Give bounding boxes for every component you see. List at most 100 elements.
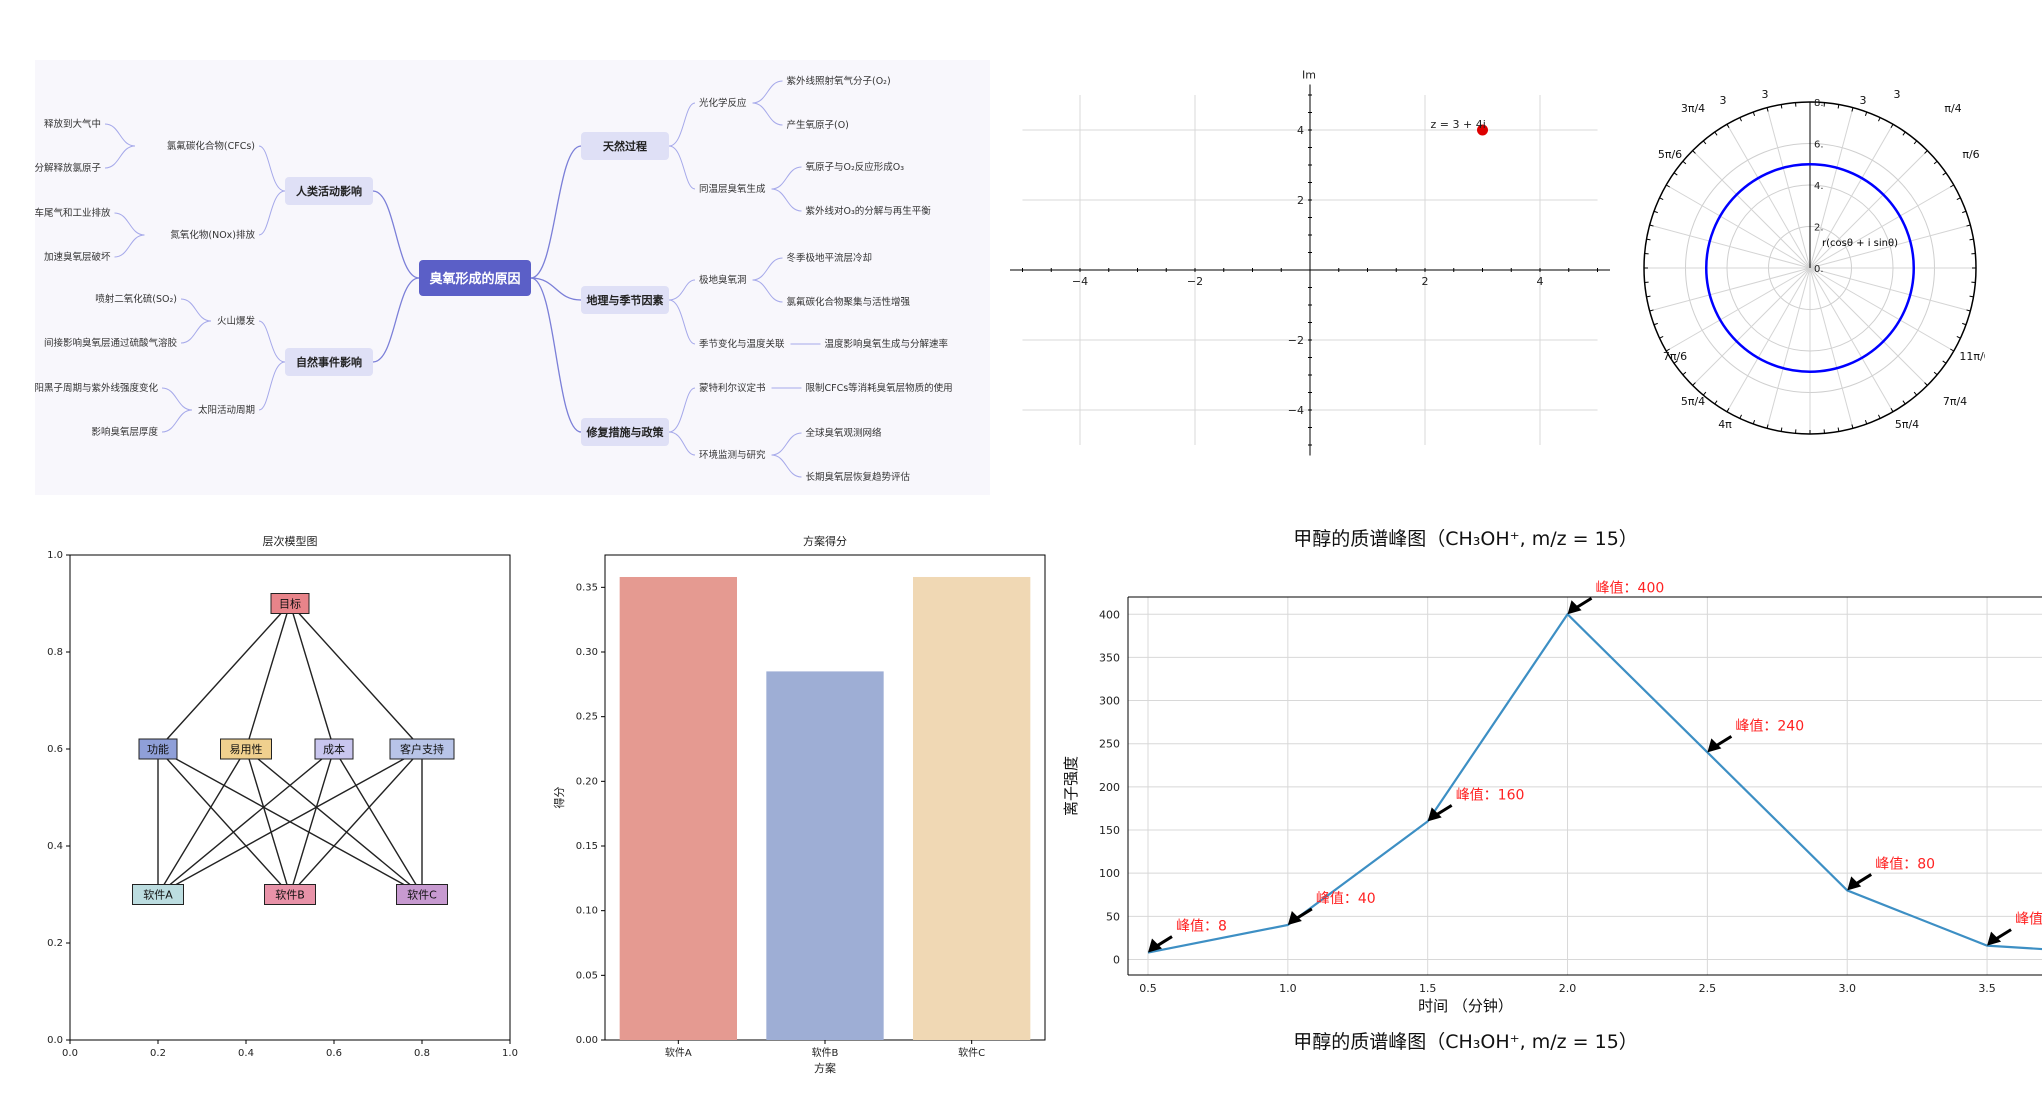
- child-connector: [258, 320, 286, 363]
- leaf-connector: [752, 80, 783, 104]
- polar-edge-tick: [1714, 400, 1718, 405]
- radial-tick-label: 4.: [1814, 181, 1824, 192]
- polar-edge-tick: [1780, 427, 1783, 432]
- leaf-connector: [180, 320, 212, 344]
- hierarchy-node-label: 软件A: [143, 888, 173, 902]
- x-tick-label: 3.5: [1978, 982, 1996, 995]
- hierarchy-node-label: 软件B: [275, 888, 305, 902]
- leaf-connector: [771, 432, 802, 456]
- hierarchy-edge: [289, 603, 335, 750]
- leaf-label: 紫外线照射氧气分子(O₂): [787, 75, 891, 87]
- hierarchy-edge: [157, 748, 423, 896]
- annotation-arrow-head: [1427, 807, 1442, 822]
- bar: [766, 671, 884, 1040]
- polar-edge-tick: [1966, 224, 1971, 227]
- hierarchy-node-box: [396, 884, 448, 905]
- branch-box: [581, 132, 669, 160]
- polar-edge-tick: [1673, 360, 1678, 364]
- child-label: 环境监测与研究: [699, 449, 766, 461]
- polar-grid-spoke: [1809, 150, 1928, 269]
- branch-node: 自然事件影响: [285, 348, 373, 376]
- y-tick-label: 400: [1099, 608, 1120, 621]
- polar-edge-tick: [1942, 172, 1947, 176]
- child-label: 蒙特利尔议定书: [699, 382, 766, 394]
- y-tick-label: 0.10: [576, 906, 598, 917]
- leaf-label: 喷射二氧化硫(SO₂): [95, 293, 177, 305]
- child-label: 氯氟碳化合物(CFCs): [167, 140, 255, 152]
- branch-label: 地理与季节因素: [587, 293, 664, 307]
- polar-edge-tick: [1665, 348, 1670, 352]
- y-tick-label: 0.25: [576, 712, 598, 723]
- leaf-label: 释放到大气中: [44, 118, 101, 130]
- peak-annotation: 峰值：8: [1176, 919, 1227, 935]
- angle-label-left: 4π: [1718, 418, 1732, 431]
- root-label: 臭氧形成的原因: [429, 271, 520, 287]
- leaf-connector: [104, 123, 136, 147]
- x-tick-label: 0.2: [150, 1048, 166, 1059]
- branch-connector: [530, 277, 582, 433]
- child-connector: [258, 190, 286, 236]
- polar-edge-tick: [1913, 391, 1918, 396]
- hierarchy-node-label: 成本: [323, 742, 345, 756]
- spectrum-panel: 甲醇的质谱峰图（CH₃OH⁺, m/z = 15） 甲醇的质谱峰图（CH₃OH⁺,…: [1060, 515, 2042, 1075]
- y-tick-label: 0.20: [576, 776, 598, 787]
- x-axis-label: 时间 （分钟）: [1418, 997, 1513, 1015]
- peak-annotation: 峰值：400: [1596, 580, 1665, 596]
- polar-edge-tick: [1659, 336, 1664, 339]
- polar-edge-tick: [1837, 104, 1840, 109]
- hierarchy-node-box: [314, 738, 354, 760]
- polar-edge-tick: [1780, 104, 1783, 109]
- polar-edge-tick: [1902, 131, 1906, 136]
- leaf-label: 紫外线对O₃的分解与再生平衡: [806, 205, 932, 217]
- x-axis-label: 方案: [814, 1061, 836, 1075]
- leaf-connector: [771, 166, 802, 190]
- leaf-connector: [180, 298, 212, 322]
- hierarchy-node-label: 目标: [279, 597, 301, 611]
- hierarchy-edge: [245, 748, 291, 895]
- root-box: [419, 260, 531, 296]
- leaf-label: 全球臭氧观测网络: [806, 427, 883, 439]
- hierarchy-node-box: [270, 593, 310, 614]
- child-connector: [258, 145, 286, 192]
- y-tick-label: 0.8: [47, 647, 63, 658]
- polar-grid-spoke: [1649, 224, 1811, 269]
- leaf-label: 限制CFCs等消耗臭氧层物质的使用: [806, 382, 953, 394]
- polar-grid-spoke: [1665, 267, 1811, 352]
- polar-edge-tick: [1714, 131, 1718, 136]
- branch-connector: [530, 145, 582, 279]
- leaf-connector: [161, 387, 193, 411]
- hierarchy-node-box: [264, 884, 316, 905]
- y-tick-label: 250: [1099, 738, 1120, 751]
- annotation-arrow-head: [1287, 910, 1302, 925]
- x-tick-label: 2.5: [1699, 982, 1717, 995]
- peak-annotation: 峰值：240: [1735, 718, 1804, 734]
- annotation-arrow-head: [1567, 600, 1582, 615]
- x-tick-label: 1.5: [1419, 982, 1437, 995]
- hierarchy-edge: [157, 748, 247, 895]
- hierarchy-node-box: [220, 738, 272, 760]
- polar-edge-tick: [1692, 150, 1696, 154]
- hierarchy-edge: [157, 748, 291, 895]
- chart-title-top: 甲醇的质谱峰图（CH₃OH⁺, m/z = 15）: [1293, 528, 1638, 550]
- y-tick-label: 0.15: [576, 841, 598, 852]
- hierarchy-node-label: 功能: [147, 742, 169, 756]
- branch-node: 天然过程: [581, 132, 669, 160]
- angle-label-right: 7π/4: [1943, 395, 1967, 408]
- polar-series-circle: [1705, 163, 1915, 373]
- hierarchy-node-label: 易用性: [230, 742, 263, 756]
- angle-label-right: π/4: [1944, 102, 1961, 115]
- x-tick-label: −2: [1187, 275, 1203, 288]
- polar-edge-tick: [1692, 382, 1696, 386]
- angle-label-left: 5π/6: [1658, 148, 1682, 161]
- polar-grid-spoke: [1809, 224, 1971, 269]
- hierarchy-edge: [157, 603, 291, 750]
- leaf-label: 影响臭氧层厚度: [91, 426, 158, 438]
- polar-edge-tick: [1962, 322, 1967, 326]
- polar-edge-tick: [1837, 427, 1840, 432]
- branch-label: 修复措施与政策: [586, 425, 665, 439]
- polar-edge-tick: [1956, 197, 1961, 200]
- polar-edge-tick: [1890, 123, 1894, 128]
- polar-grid-spoke: [1809, 123, 1894, 269]
- polar-edge-tick: [1649, 224, 1654, 227]
- x-tick-label: 0.5: [1139, 982, 1157, 995]
